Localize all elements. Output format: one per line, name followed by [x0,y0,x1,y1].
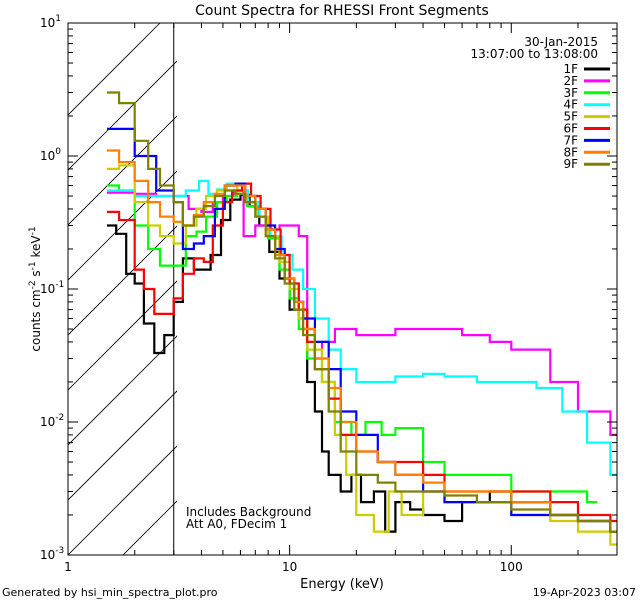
series-line-1F [107,193,617,533]
hatch-line [618,23,640,555]
series-lines [107,91,617,546]
footer-timestamp: 19-Apr-2023 03:07 [533,586,636,599]
x-tick-labels: 1 10 100 [64,560,523,574]
legend-label-6F: 6F [563,122,578,136]
hatch-line [68,390,177,501]
annotation-background: Includes Background [186,505,311,519]
y-tick-label: 100 [40,147,61,163]
hatch-line [68,280,177,391]
legend-label-4F: 4F [563,98,578,112]
legend-label-1F: 1F [563,62,578,76]
legend-label-5F: 5F [563,110,578,124]
legend-label-2F: 2F [563,74,578,88]
hatch-line [68,445,177,555]
y-tick-label: 10-3 [40,546,64,562]
series-line-6F [107,182,617,523]
footer-generated-by: Generated by hsi_min_spectra_plot.pro [2,586,218,599]
hatched-region [68,23,640,555]
x-tick-label: 1 [64,560,72,574]
series-line-5F [107,164,617,546]
hatch-line [122,500,177,555]
date-label: 30-Jan-2015 [524,35,598,49]
legend-label-7F: 7F [563,133,578,147]
x-tick-label: 100 [500,560,523,574]
series-line-9F [107,91,617,533]
series-line-3F [107,184,598,504]
legend-label-3F: 3F [563,86,578,100]
legend-label-9F: 9F [563,157,578,171]
y-tick-label: 10-2 [40,413,64,429]
series-line-4F [107,179,617,476]
chart-title: Count Spectra for RHESSI Front Segments [195,3,489,19]
hatch-line [68,23,161,116]
axis-ticks [67,22,618,556]
series-line-7F [107,127,617,533]
hatch-line [68,225,177,336]
y-tick-label: 10-1 [40,280,64,296]
y-axis-label: counts cm-2 s-1 keV-1 [28,226,43,351]
annotation-attenuator: Att A0, FDecim 1 [186,517,287,531]
x-axis-label: Energy (keV) [300,577,384,592]
x-tick-label: 10 [282,560,297,574]
hatch-line [68,60,177,171]
series-line-2F [107,189,617,436]
legend-label-8F: 8F [563,145,578,159]
y-tick-label: 101 [40,14,61,30]
time-range-label: 13:07:00 to 13:08:00 [471,47,598,61]
y-tick-labels: 10-3 10-2 10-1 100 101 [40,14,64,562]
